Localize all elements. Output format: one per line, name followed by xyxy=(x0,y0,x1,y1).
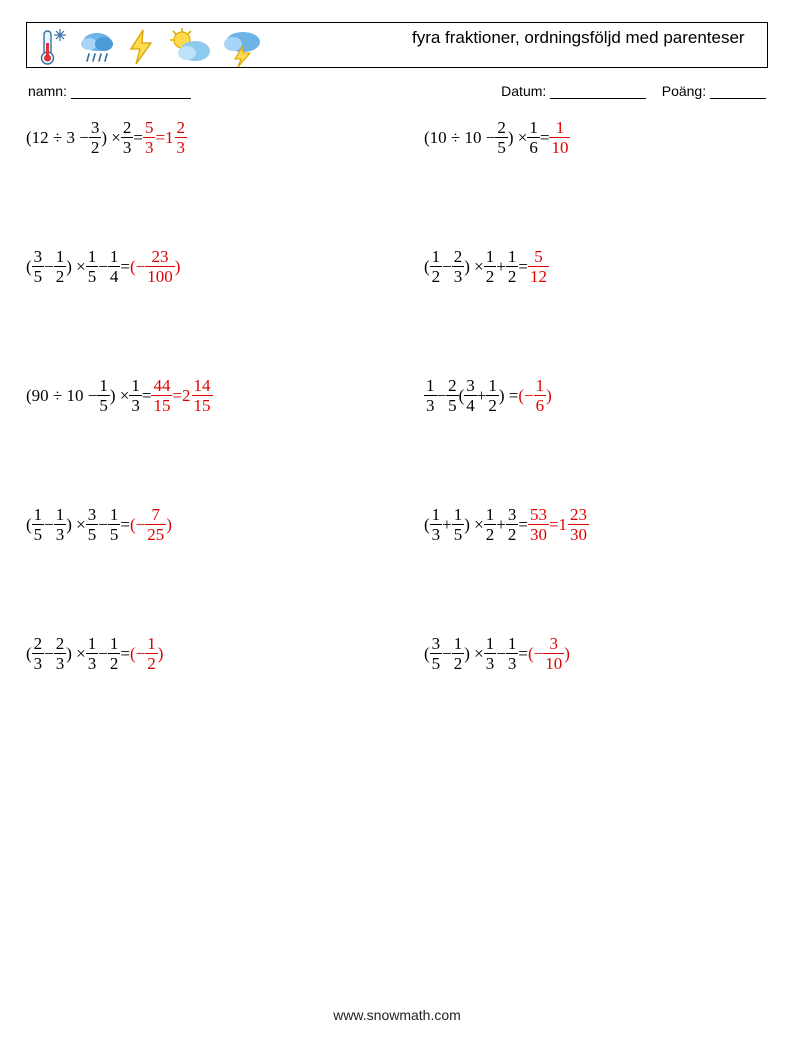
problem-row: (12 ÷ 3 − 32) × 23 = 53 = 123(10 ÷ 10 − … xyxy=(26,119,768,156)
score-label: Poäng: xyxy=(662,83,706,99)
score-blank[interactable] xyxy=(710,84,766,99)
date-label: Datum: xyxy=(501,83,546,99)
equation-question: (13 + 15) × 12 + 32 = xyxy=(424,514,528,533)
equation-answer: (−310) xyxy=(528,643,570,662)
footer-link: www.snowmath.com xyxy=(0,1007,794,1023)
equation-question: (90 ÷ 10 − 15) × 13 = xyxy=(26,385,151,404)
meta-row: namn: Datum: Poäng: xyxy=(28,82,766,99)
problem-right: (12 − 23) × 12 + 12 = 512 xyxy=(424,248,768,285)
equation-question: (35 − 12) × 13 − 13 = xyxy=(424,643,528,662)
equation-question: (10 ÷ 10 − 25) × 16 = xyxy=(424,127,549,146)
problem-right: 13 − 25(34 + 12) = (−16) xyxy=(424,377,768,414)
problem-left: (15 − 13) × 35 − 15 = (−725) xyxy=(26,506,424,543)
name-label: namn: xyxy=(28,83,67,99)
equation-answer: 512 xyxy=(528,256,549,275)
problem-grid: (12 ÷ 3 − 32) × 23 = 53 = 123(10 ÷ 10 − … xyxy=(26,119,768,672)
equation-answer: (−12) xyxy=(130,643,163,662)
problem-right: (10 ÷ 10 − 25) × 16 = 110 xyxy=(424,119,768,156)
date-blank[interactable] xyxy=(550,84,646,99)
problem-row: (23 − 23) × 13 − 12 = (−12)(35 − 12) × 1… xyxy=(26,635,768,672)
problem-left: (12 ÷ 3 − 32) × 23 = 53 = 123 xyxy=(26,119,424,156)
name-field: namn: xyxy=(28,82,191,99)
worksheet-header: fyra fraktioner, ordningsföljd med paren… xyxy=(26,22,768,68)
problem-left: (23 − 23) × 13 − 12 = (−12) xyxy=(26,635,424,672)
header-icons xyxy=(27,23,390,68)
equation-question: (12 − 23) × 12 + 12 = xyxy=(424,256,528,275)
equation-answer: 110 xyxy=(549,127,570,146)
sun-cloud-icon xyxy=(165,27,213,67)
equation-question: (15 − 13) × 35 − 15 = xyxy=(26,514,130,533)
worksheet-title: fyra fraktioner, ordningsföljd med paren… xyxy=(390,23,768,68)
problem-right: (13 + 15) × 12 + 32 = 5330 = 12330 xyxy=(424,506,768,543)
equation-question: (12 ÷ 3 − 32) × 23 = xyxy=(26,127,143,146)
problem-row: (15 − 13) × 35 − 15 = (−725)(13 + 15) × … xyxy=(26,506,768,543)
equation-answer: 5330 = 12330 xyxy=(528,514,589,533)
equation-answer: 53 = 123 xyxy=(143,127,187,146)
storm-cloud-icon xyxy=(217,27,265,67)
lightning-bolt-icon xyxy=(121,27,161,67)
equation-answer: (−16) xyxy=(518,385,551,404)
equation-answer: (−725) xyxy=(130,514,172,533)
thermometer-snow-icon xyxy=(33,27,73,67)
name-blank[interactable] xyxy=(71,84,191,99)
problem-row: (90 ÷ 10 − 15) × 13 = 4415 = 2141513 − 2… xyxy=(26,377,768,414)
problem-left: (90 ÷ 10 − 15) × 13 = 4415 = 21415 xyxy=(26,377,424,414)
date-score: Datum: Poäng: xyxy=(501,82,766,99)
equation-answer: (−23100) xyxy=(130,256,180,275)
equation-answer: 4415 = 21415 xyxy=(151,385,212,404)
problem-right: (35 − 12) × 13 − 13 = (−310) xyxy=(424,635,768,672)
equation-question: (23 − 23) × 13 − 12 = xyxy=(26,643,130,662)
equation-question: 13 − 25(34 + 12) = xyxy=(424,385,518,404)
equation-question: (35 − 12) × 15 − 14 = xyxy=(26,256,130,275)
rain-cloud-icon xyxy=(77,27,117,67)
problem-left: (35 − 12) × 15 − 14 = (−23100) xyxy=(26,248,424,285)
problem-row: (35 − 12) × 15 − 14 = (−23100)(12 − 23) … xyxy=(26,248,768,285)
